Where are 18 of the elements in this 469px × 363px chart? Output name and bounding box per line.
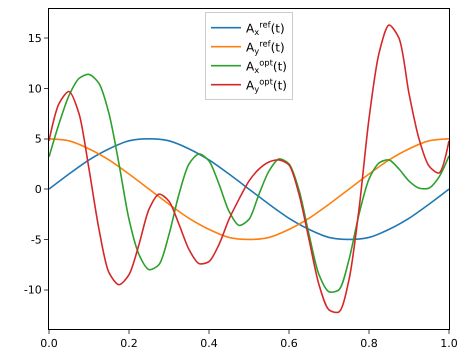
- legend-label: A$_{y}$$^{opt}$(t): [246, 76, 287, 94]
- y-tick-label: 5: [34, 132, 42, 146]
- y-tick-label: 0: [34, 182, 42, 196]
- y-tick-label: 15: [28, 32, 42, 46]
- x-tick-label: 0.6: [280, 337, 298, 350]
- legend-label: A$_{x}$$^{ref}$(t): [246, 19, 285, 37]
- line-series: [49, 74, 449, 293]
- y-tick-label: -10: [24, 284, 42, 297]
- line-series: [49, 138, 449, 240]
- x-tick-label: 0.0: [40, 337, 58, 350]
- y-tick-label: -5: [30, 233, 42, 246]
- x-tick-label: 0.2: [120, 337, 138, 350]
- y-tick-label: 10: [28, 82, 42, 96]
- x-tick-label: 0.4: [200, 337, 218, 350]
- legend-label: A$_{y}$$^{ref}$(t): [246, 38, 285, 56]
- legend-label: A$_{x}$$^{opt}$(t): [246, 57, 287, 75]
- x-tick-label: 0.8: [360, 337, 378, 350]
- x-tick-label: 1.0: [440, 337, 458, 350]
